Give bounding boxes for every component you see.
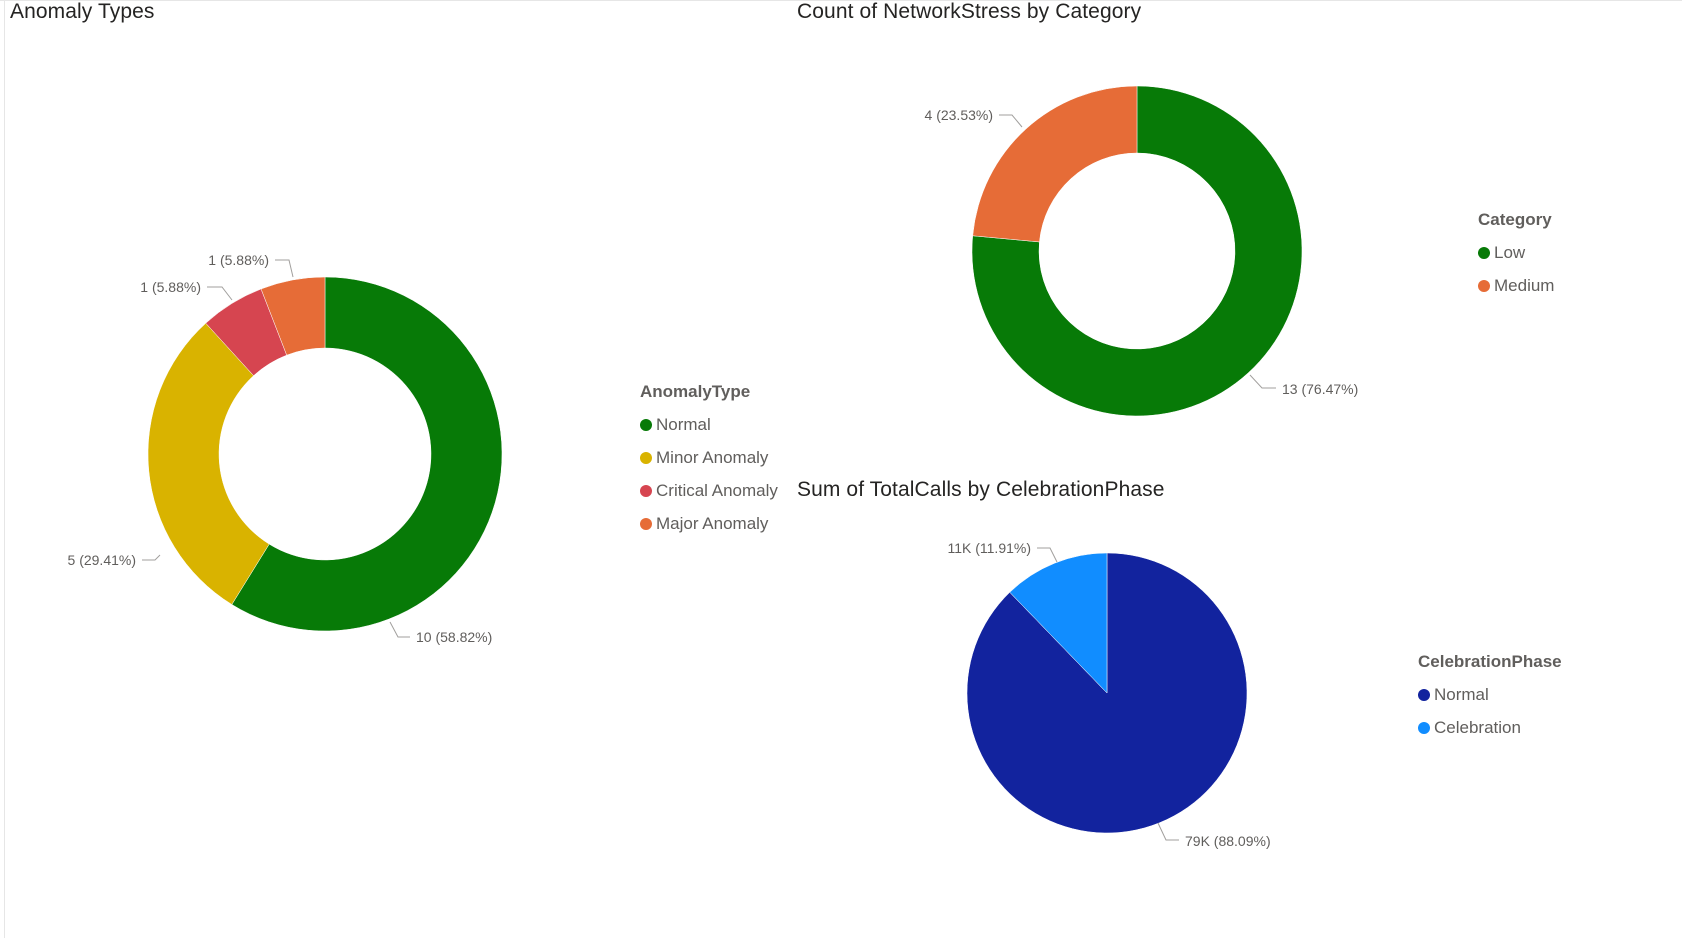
legend-label-low: Low <box>1494 242 1526 262</box>
legend-marker-major-anomaly <box>640 517 652 530</box>
slice-normal[interactable] <box>231 276 503 632</box>
legend-celebration-phase: CelebrationPhase Normal Celebration <box>1418 652 1562 744</box>
leader-line-celebration <box>1037 547 1058 563</box>
legend-item-minor-anomaly[interactable]: Minor Anomaly <box>640 441 778 474</box>
data-label-minor-anomaly: 5 (29.41%) <box>68 552 136 568</box>
data-label-critical-anomaly: 1 (5.88%) <box>140 279 201 295</box>
leader-line-critical-anomaly <box>207 286 233 301</box>
legend-label-medium: Medium <box>1494 275 1555 295</box>
legend-item-normal[interactable]: Normal <box>1418 678 1562 711</box>
legend-item-critical-anomaly[interactable]: Critical Anomaly <box>640 474 778 507</box>
slice-minor-anomaly[interactable] <box>147 322 270 605</box>
data-label-normal: 10 (58.82%) <box>416 629 492 645</box>
legend-title: AnomalyType <box>640 382 751 401</box>
legend-marker-minor-anomaly <box>640 451 652 464</box>
legend-marker-critical-anomaly <box>640 484 652 497</box>
leader-line-minor-anomaly <box>142 554 161 561</box>
data-label-medium: 4 (23.53%) <box>925 107 993 123</box>
legend-label-major-anomaly: Major Anomaly <box>656 513 769 533</box>
data-label-celebration: 11K (11.91%) <box>947 540 1031 556</box>
slice-low[interactable] <box>971 85 1303 417</box>
frame-left-border <box>4 0 5 938</box>
leader-line-major-anomaly <box>275 259 294 278</box>
chart-title-network-stress: Count of NetworkStress by Category <box>797 0 1142 23</box>
legend-label-minor-anomaly: Minor Anomaly <box>656 447 769 467</box>
leader-line-low <box>1249 374 1276 389</box>
slice-major-anomaly[interactable] <box>260 276 326 356</box>
data-label-normal: 79K (88.09%) <box>1185 833 1271 849</box>
legend-item-normal[interactable]: Normal <box>640 408 778 441</box>
legend-marker-medium <box>1478 279 1490 292</box>
legend-anomaly-types: AnomalyType Normal Minor Anomaly Critical … <box>640 382 778 540</box>
legend-label-celebration: Celebration <box>1434 717 1521 737</box>
legend-marker-celebration <box>1418 721 1430 734</box>
legend-marker-low <box>1478 246 1490 259</box>
slice-medium[interactable] <box>972 85 1138 243</box>
data-label-low: 13 (76.47%) <box>1282 381 1358 397</box>
slice-celebration[interactable] <box>1009 552 1108 694</box>
leader-line-medium <box>999 114 1023 128</box>
legend-label-critical-anomaly: Critical Anomaly <box>656 480 778 500</box>
legend-item-medium[interactable]: Medium <box>1478 269 1554 302</box>
leader-line-normal <box>1157 822 1179 841</box>
legend-item-low[interactable]: Low <box>1478 236 1554 269</box>
legend-title: CelebrationPhase <box>1418 652 1562 671</box>
data-label-major-anomaly: 1 (5.88%) <box>208 252 269 268</box>
legend-item-celebration[interactable]: Celebration <box>1418 711 1562 744</box>
legend-item-major-anomaly[interactable]: Major Anomaly <box>640 507 778 540</box>
legend-title: Category <box>1478 210 1552 229</box>
legend-label-normal: Normal <box>1434 684 1489 704</box>
chart-title-total-calls: Sum of TotalCalls by CelebrationPhase <box>797 478 1165 501</box>
legend-category: Category Low Medium <box>1478 210 1554 302</box>
legend-label-normal: Normal <box>656 414 711 434</box>
legend-marker-normal <box>1418 688 1430 701</box>
frame-top-border <box>0 0 1682 1</box>
leader-line-normal <box>389 621 410 638</box>
chart-title-anomaly-types: Anomaly Types <box>10 0 155 23</box>
legend-marker-normal <box>640 418 652 431</box>
